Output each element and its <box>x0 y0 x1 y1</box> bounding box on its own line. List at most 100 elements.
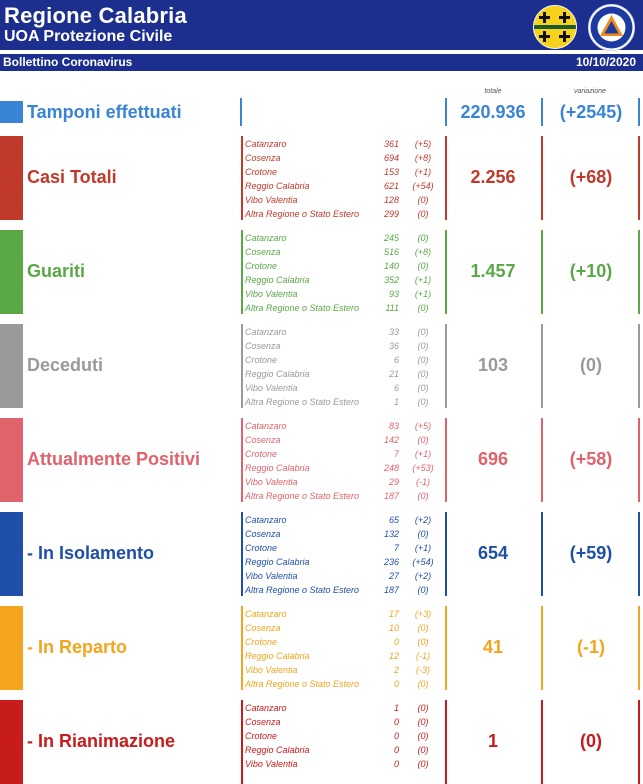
province-value: 299 <box>383 209 399 219</box>
section-divider <box>541 700 543 784</box>
section-divider <box>445 324 447 408</box>
section-swatch <box>0 606 23 690</box>
province-name: Reggio Calabria <box>245 181 310 191</box>
section-swatch <box>0 230 23 314</box>
province-change: (0) <box>417 355 429 365</box>
section-variation: (-1) <box>577 637 605 657</box>
section-divider <box>445 606 447 690</box>
section-divider <box>541 418 543 502</box>
province-name: Vibo Valentia <box>245 759 298 769</box>
section-divider <box>241 418 243 502</box>
section-variation: (+10) <box>569 261 613 281</box>
province-change: (+2) <box>414 515 432 525</box>
province-change: (0) <box>417 759 429 769</box>
province-change: (0) <box>417 261 429 271</box>
province-name: Reggio Calabria <box>245 463 310 473</box>
province-value: 1 <box>393 397 399 407</box>
province-change: (+5) <box>414 421 432 431</box>
province-name: Vibo Valentia <box>245 571 298 581</box>
section-swatch <box>0 324 23 408</box>
province-name: Catanzaro <box>245 233 287 243</box>
province-change: (+1) <box>414 543 432 553</box>
province-change: (0) <box>417 327 429 337</box>
province-value: 132 <box>383 529 399 539</box>
tamponi-label: Tamponi effettuati <box>27 102 182 122</box>
province-change: (0) <box>417 637 429 647</box>
calabria-crest-icon <box>533 5 577 49</box>
province-name: Reggio Calabria <box>245 369 310 379</box>
province-value: 187 <box>383 585 399 595</box>
section-divider <box>241 324 243 408</box>
province-change: (0) <box>417 491 429 501</box>
section-divider <box>541 512 543 596</box>
section-divider <box>638 700 640 784</box>
province-name: Vibo Valentia <box>245 665 298 675</box>
province-change: (0) <box>417 745 429 755</box>
province-value: 0 <box>393 717 399 727</box>
column-header-variazione: variazione <box>574 88 606 95</box>
tamponi-divider-3 <box>541 98 543 126</box>
bulletin-label: Bollettino Coronavirus <box>3 55 133 69</box>
section-divider <box>241 606 243 690</box>
province-change: (0) <box>417 383 429 393</box>
province-name: Vibo Valentia <box>245 195 298 205</box>
section-row: Deceduti Catanzaro 33 (0) Cosenza 36 (0) Croton… <box>0 324 643 408</box>
section-row: - In Rianimazione Catanzaro 1 (0) Cosenza 0 (0… <box>0 700 643 784</box>
province-value: 361 <box>383 139 399 149</box>
section-label: Deceduti <box>27 355 104 375</box>
province-name: Cosenza <box>245 623 281 633</box>
province-change: (+2) <box>414 571 432 581</box>
tamponi-row: Tamponi effettuati 220.936 (+2545) <box>0 98 643 126</box>
province-name: Vibo Valentia <box>245 477 298 487</box>
section-row: Guariti Catanzaro 245 (0) Cosenza 516 (+8) Crot… <box>0 230 643 314</box>
province-change: (+1) <box>414 167 432 177</box>
province-change: (0) <box>417 369 429 379</box>
section-divider <box>241 230 243 314</box>
province-value: 142 <box>383 435 399 445</box>
province-name: Crotone <box>245 449 278 459</box>
province-name: Catanzaro <box>245 421 287 431</box>
province-change: (-3) <box>416 665 430 675</box>
section-label: Casi Totali <box>27 167 117 187</box>
province-change: (0) <box>417 703 429 713</box>
province-value: 83 <box>388 421 399 431</box>
section-swatch <box>0 700 23 784</box>
province-name: Crotone <box>245 167 278 177</box>
section-divider <box>241 136 243 220</box>
tamponi-variation: (+2545) <box>559 102 623 122</box>
province-change: (+53) <box>412 463 434 473</box>
section-divider <box>541 324 543 408</box>
province-change: (0) <box>417 679 429 689</box>
province-change: (0) <box>417 717 429 727</box>
header-title: Regione Calabria <box>4 3 187 28</box>
section-total: 696 <box>477 449 509 469</box>
province-change: (0) <box>417 195 429 205</box>
province-name: Altra Regione o Stato Estero <box>245 303 360 313</box>
province-name: Reggio Calabria <box>245 745 310 755</box>
province-name: Cosenza <box>245 341 281 351</box>
province-name: Vibo Valentia <box>245 289 298 299</box>
province-value: 93 <box>388 289 399 299</box>
province-change: (-1) <box>416 651 430 661</box>
section-total: 1 <box>487 731 498 751</box>
province-name: Cosenza <box>245 717 281 727</box>
province-name: Cosenza <box>245 529 281 539</box>
province-value: 1 <box>393 703 399 713</box>
section-divider <box>638 418 640 502</box>
province-change: (0) <box>417 585 429 595</box>
tamponi-divider-4 <box>638 98 640 126</box>
section-total: 103 <box>477 355 509 375</box>
section-divider <box>445 230 447 314</box>
province-name: Crotone <box>245 261 278 271</box>
bulletin-bar: Bollettino Coronavirus 10/10/2020 <box>0 54 643 71</box>
province-value: 0 <box>393 731 399 741</box>
section-variation: (+58) <box>569 449 613 469</box>
province-name: Altra Regione o Stato Estero <box>245 491 360 501</box>
province-name: Catanzaro <box>245 515 287 525</box>
province-name: Catanzaro <box>245 703 287 713</box>
province-value: 236 <box>383 557 399 567</box>
province-change: (+8) <box>414 153 432 163</box>
province-value: 128 <box>383 195 399 205</box>
province-value: 6 <box>393 355 399 365</box>
province-value: 29 <box>388 477 399 487</box>
